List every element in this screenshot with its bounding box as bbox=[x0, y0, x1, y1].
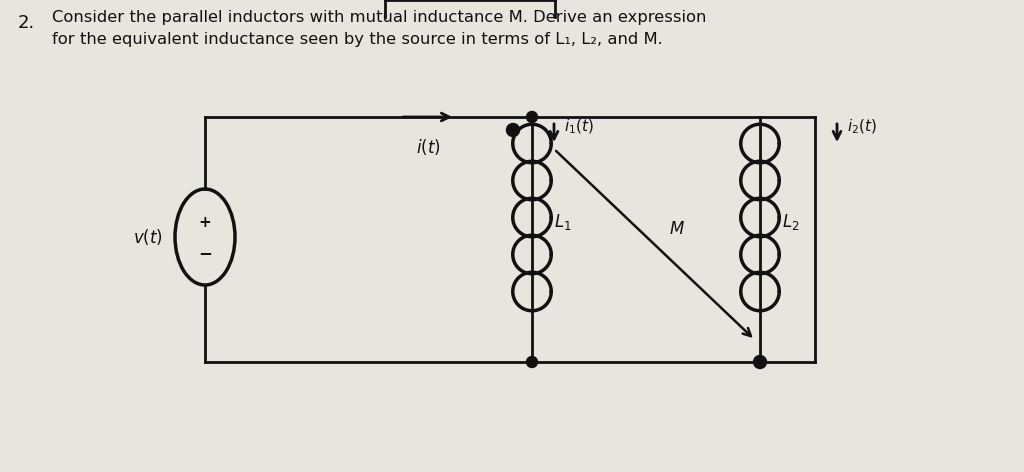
Text: $i(t)$: $i(t)$ bbox=[416, 137, 440, 157]
Text: −: − bbox=[198, 244, 212, 262]
Text: 2.: 2. bbox=[18, 14, 35, 32]
Circle shape bbox=[526, 356, 538, 368]
Text: M: M bbox=[670, 220, 684, 238]
Text: $i_2(t)$: $i_2(t)$ bbox=[847, 118, 877, 136]
Text: $v(t)$: $v(t)$ bbox=[133, 227, 163, 247]
Text: $i_1(t)$: $i_1(t)$ bbox=[564, 118, 594, 136]
Text: Consider the parallel inductors with mutual inductance M. Derive an expression: Consider the parallel inductors with mut… bbox=[52, 10, 707, 25]
Text: $L_1$: $L_1$ bbox=[554, 212, 571, 233]
Text: $L_2$: $L_2$ bbox=[782, 212, 800, 233]
Text: for the equivalent inductance seen by the source in terms of L₁, L₂, and M.: for the equivalent inductance seen by th… bbox=[52, 32, 663, 47]
Circle shape bbox=[507, 124, 519, 136]
Circle shape bbox=[526, 111, 538, 123]
Text: +: + bbox=[199, 216, 211, 230]
Circle shape bbox=[754, 355, 767, 369]
